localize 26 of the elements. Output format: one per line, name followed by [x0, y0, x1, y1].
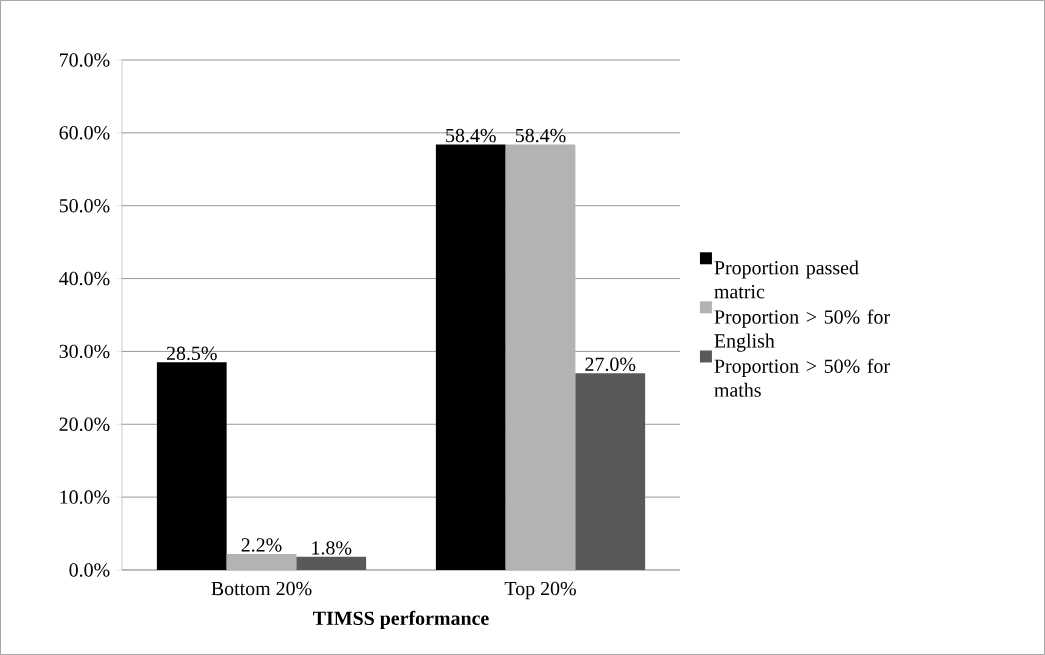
x-tick-label: Bottom 20% — [211, 581, 312, 596]
y-tick-label: 60.0% — [59, 126, 110, 140]
legend-label: Proportion > 50% for maths — [714, 358, 890, 397]
y-tick-label: 70.0% — [60, 53, 110, 67]
y-tick-label: 10.0% — [60, 490, 110, 504]
bar — [435, 144, 506, 570]
data-label: 1.8% — [312, 541, 352, 555]
y-tick-label: 0.0% — [69, 563, 110, 577]
bar — [575, 373, 646, 570]
y-tick-label: 50.0% — [59, 198, 110, 213]
legend-label: Proportion > 50% for English — [714, 309, 890, 352]
bar — [505, 144, 576, 570]
data-label: 58.4% — [515, 128, 566, 143]
bar — [156, 362, 227, 570]
y-tick-label: 20.0% — [59, 417, 110, 432]
data-label: 2.2% — [241, 538, 282, 552]
data-label: 58.4% — [446, 128, 496, 143]
data-label: 28.5% — [166, 346, 217, 361]
y-tick-label: 30.0% — [59, 344, 110, 359]
legend-label: Proportion passed matric — [714, 260, 859, 299]
bar — [226, 553, 297, 570]
data-label: 27.0% — [585, 357, 636, 372]
x-axis-title: TIMSS performance — [313, 610, 489, 630]
y-tick-label: 40.0% — [59, 271, 110, 286]
bar — [296, 556, 367, 570]
x-tick-label: Top 20% — [504, 581, 576, 600]
